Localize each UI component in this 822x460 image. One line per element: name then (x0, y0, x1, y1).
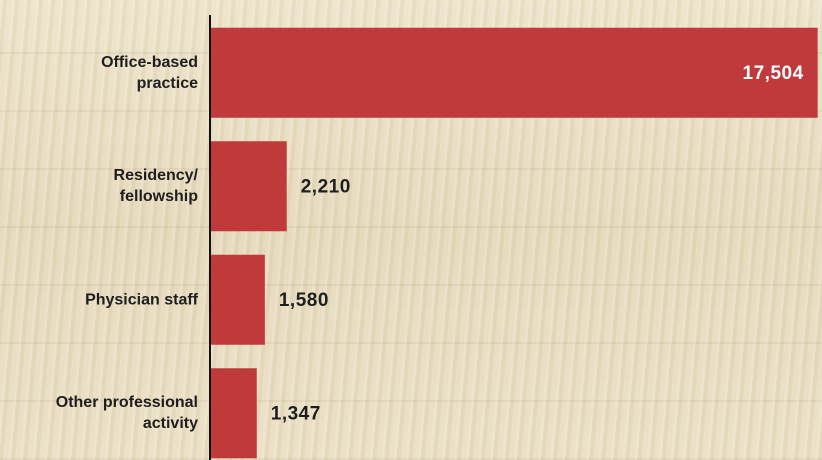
value-label: 1,347 (271, 403, 321, 424)
value-label: 17,504 (743, 63, 804, 84)
value-label: 2,210 (301, 176, 351, 197)
category-label: Other professional activity (38, 392, 198, 434)
chart: 17,504 2,210 1,580 1,347 Office-based pract… (0, 0, 822, 460)
value-label: 1,580 (279, 290, 329, 311)
category-label: Office-based practice (38, 52, 198, 94)
bar (210, 368, 257, 458)
category-label: Physician staff (38, 289, 198, 310)
bar (210, 28, 818, 118)
bar (210, 141, 287, 231)
category-label: Residency/ fellowship (38, 165, 198, 207)
bar (210, 255, 265, 345)
